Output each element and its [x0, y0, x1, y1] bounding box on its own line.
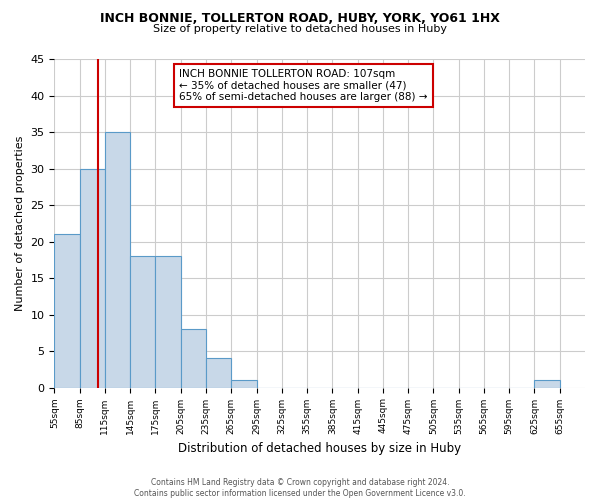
Bar	[155, 256, 181, 388]
Bar	[206, 358, 231, 388]
Y-axis label: Number of detached properties: Number of detached properties	[15, 136, 25, 311]
Bar	[105, 132, 130, 388]
Text: Size of property relative to detached houses in Huby: Size of property relative to detached ho…	[153, 24, 447, 34]
Text: INCH BONNIE, TOLLERTON ROAD, HUBY, YORK, YO61 1HX: INCH BONNIE, TOLLERTON ROAD, HUBY, YORK,…	[100, 12, 500, 26]
Bar	[55, 234, 80, 388]
Bar	[535, 380, 560, 388]
Bar	[130, 256, 155, 388]
Bar	[181, 329, 206, 388]
Bar	[80, 168, 105, 388]
Text: Contains HM Land Registry data © Crown copyright and database right 2024.
Contai: Contains HM Land Registry data © Crown c…	[134, 478, 466, 498]
Text: INCH BONNIE TOLLERTON ROAD: 107sqm
← 35% of detached houses are smaller (47)
65%: INCH BONNIE TOLLERTON ROAD: 107sqm ← 35%…	[179, 69, 428, 102]
Bar	[231, 380, 257, 388]
X-axis label: Distribution of detached houses by size in Huby: Distribution of detached houses by size …	[178, 442, 461, 455]
